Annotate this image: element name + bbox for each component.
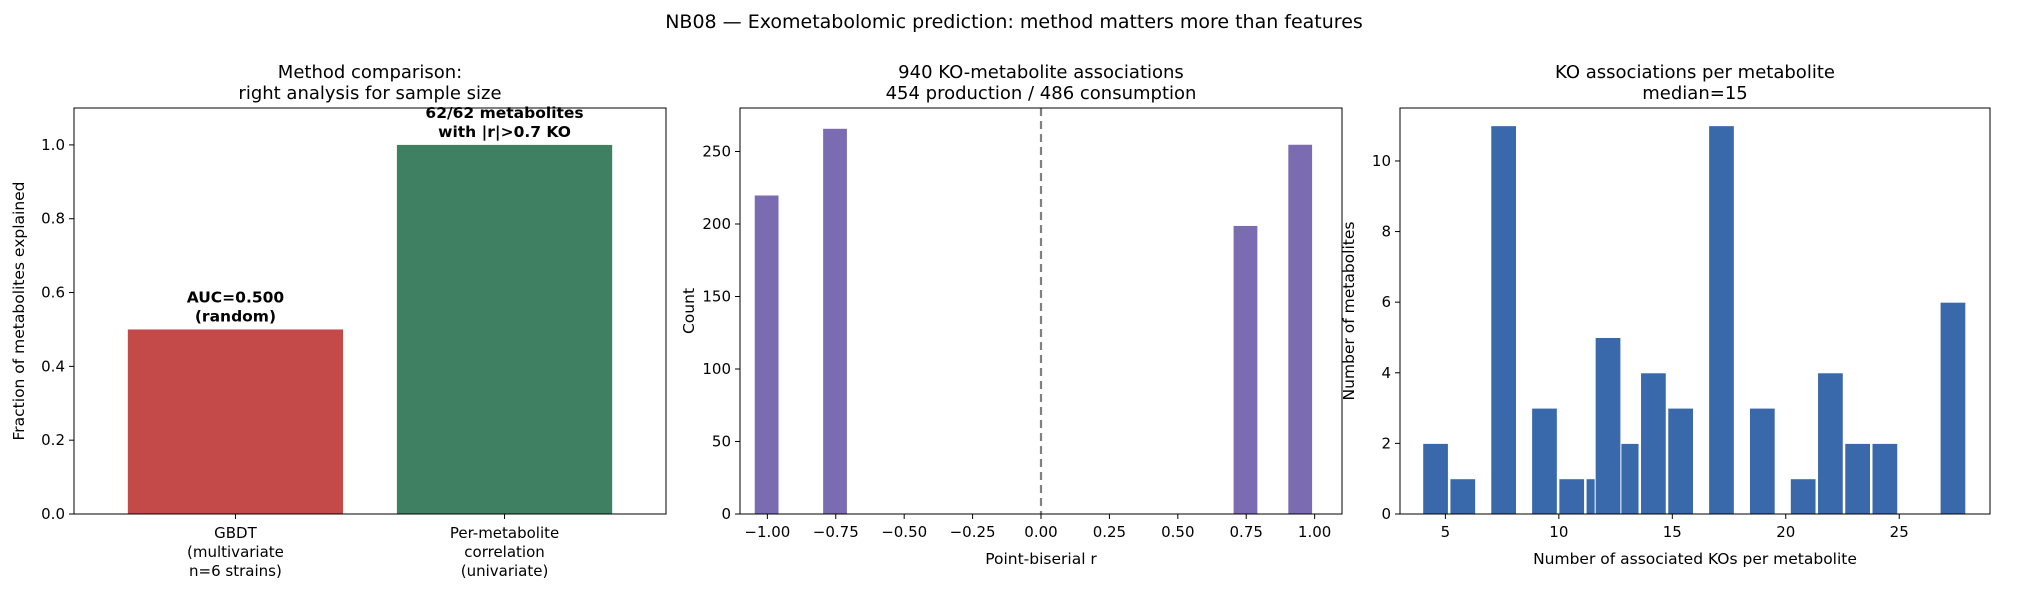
y-tick-label: 4 — [1381, 364, 1391, 382]
y-tick-label: 1.0 — [41, 136, 65, 154]
x-axis-label: Point-biserial r — [985, 550, 1097, 568]
x-tick-label: 5 — [1441, 523, 1451, 541]
x-tick-label: 10 — [1549, 523, 1568, 541]
y-tick-label: 6 — [1381, 293, 1391, 311]
panel-2: −1.00 −0.75 −0.50 −0.25 0.00 0.25 0.50 0.75 1.00… — [680, 62, 1343, 568]
axes-frame — [1399, 107, 1991, 515]
y-tick-label: 0.2 — [41, 431, 65, 449]
bar-annotation-2: 62/62 metabolites with |r|>0.7 KO — [425, 104, 583, 142]
y-tick-label: 0 — [721, 505, 731, 523]
bar-1 — [127, 329, 344, 514]
y-axis-label: Fraction of metabolites explained — [10, 181, 28, 440]
histogram-bar — [1558, 478, 1586, 515]
y-tick-label: 250 — [702, 143, 731, 161]
y-tick-label: 50 — [712, 433, 731, 451]
y-tick-label: 0.8 — [41, 210, 65, 228]
panel-title: Method comparison: right analysis for sam… — [238, 62, 501, 104]
x-tick-label: 0.00 — [1024, 523, 1057, 541]
histogram-bar — [1708, 125, 1735, 515]
histogram-bar — [1667, 407, 1695, 515]
histogram-bar — [1531, 407, 1558, 515]
histogram-bar — [1594, 336, 1622, 515]
y-tick-label: 150 — [702, 288, 731, 306]
x-tick-label: −0.75 — [813, 523, 859, 541]
histogram-bar — [1844, 442, 1872, 515]
y-tick-label: 100 — [702, 360, 731, 378]
y-tick-label: 2 — [1381, 434, 1391, 452]
histogram-bar — [1232, 224, 1259, 515]
x-axis-label: Number of associated KOs per metabolite — [1533, 550, 1857, 568]
histogram-bar — [1287, 143, 1314, 515]
panel-1: AUC=0.500 (random) GBDT (multivariate n=6 st… — [10, 62, 667, 580]
panel-title: KO associations per metabolite median=15 — [1555, 62, 1835, 104]
y-tick-label: 0.6 — [41, 284, 65, 302]
panel-title: 940 KO-metabolite associations 454 produc… — [886, 62, 1197, 104]
histogram-bar — [1748, 407, 1776, 515]
y-tick-label: 10 — [1372, 152, 1391, 170]
x-tick-label: Per-metabolite correlation (univariate) — [450, 524, 559, 580]
histogram-bar — [1817, 372, 1844, 515]
figure-title: NB08 — Exometabolomic prediction: method… — [665, 11, 1363, 33]
x-tick-label: 1.00 — [1298, 523, 1331, 541]
x-tick-label: 15 — [1663, 523, 1682, 541]
x-tick-label: GBDT (multivariate n=6 strains) — [187, 524, 284, 580]
x-tick-label: −0.25 — [950, 523, 996, 541]
y-tick-label: 200 — [702, 215, 731, 233]
y-tick-label: 8 — [1381, 223, 1391, 241]
y-axis-label: Number of metabolites — [1340, 222, 1358, 401]
x-tick-label: 20 — [1776, 523, 1795, 541]
histogram-bar — [1939, 301, 1967, 515]
histogram-bar — [753, 194, 780, 515]
histogram-bar — [1449, 478, 1477, 515]
bar-annotation-1: AUC=0.500 (random) — [187, 288, 285, 325]
histogram-bar — [1871, 442, 1899, 515]
y-tick-label: 0.4 — [41, 357, 65, 375]
x-tick-label: −0.50 — [881, 523, 927, 541]
y-axis-label: Count — [680, 288, 698, 334]
x-tick-label: 0.25 — [1093, 523, 1126, 541]
bar-2 — [396, 144, 613, 514]
x-tick-label: 0.75 — [1230, 523, 1263, 541]
histogram-bar — [1490, 125, 1518, 515]
y-tick-label: 0 — [1381, 505, 1391, 523]
panel-3: 5 10 15 20 25 0 2 4 6 8 10 KO associations per meta… — [1340, 62, 1991, 568]
histogram-bar — [1422, 442, 1449, 515]
x-tick-label: −1.00 — [744, 523, 790, 541]
histogram-bar — [1789, 478, 1817, 515]
x-tick-label: 0.50 — [1161, 523, 1194, 541]
y-tick-label: 0.0 — [41, 505, 65, 523]
axes-frame — [73, 107, 667, 515]
axes-frame — [739, 107, 1343, 515]
histogram-bar — [1640, 372, 1667, 515]
histogram-bar — [822, 127, 848, 515]
x-tick-label: 25 — [1890, 523, 1909, 541]
